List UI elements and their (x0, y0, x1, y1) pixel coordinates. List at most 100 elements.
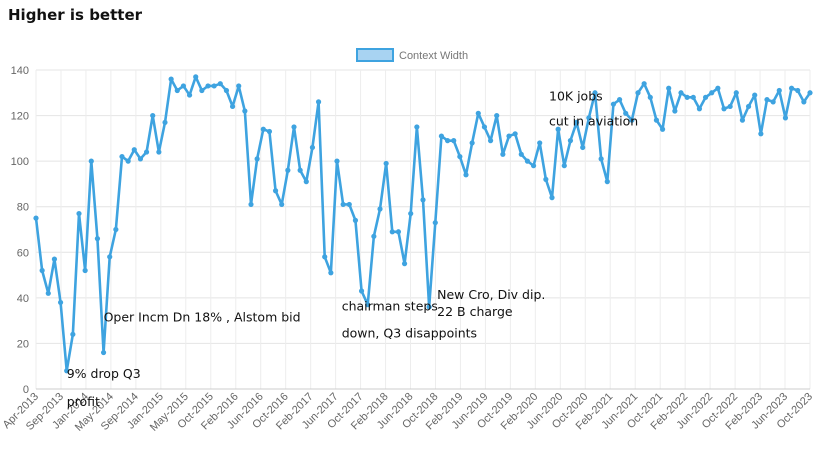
data-point (801, 99, 807, 105)
legend-label: Context Width (399, 50, 468, 62)
annotation-text: profit (67, 394, 100, 409)
data-point (567, 138, 574, 144)
data-point (438, 133, 445, 139)
data-point (647, 94, 653, 100)
annotation-text: New Cro, Div dip. (437, 287, 545, 302)
data-point (51, 256, 58, 262)
data-point (561, 163, 567, 169)
data-point (266, 128, 273, 135)
data-point (309, 144, 316, 151)
data-point (346, 201, 352, 208)
data-point (315, 99, 322, 105)
data-point (377, 206, 383, 212)
data-point (94, 236, 101, 242)
y-tick-label: 40 (17, 293, 29, 305)
data-point (457, 153, 463, 160)
data-point (199, 87, 205, 94)
data-point (39, 267, 45, 274)
data-point (616, 97, 623, 103)
data-point (57, 299, 64, 306)
data-point (788, 85, 795, 91)
y-tick-label: 100 (11, 156, 29, 168)
data-point (352, 217, 359, 223)
data-point (33, 215, 39, 221)
data-point (715, 85, 721, 91)
data-point (641, 81, 647, 87)
data-point (211, 83, 217, 89)
data-point (107, 254, 113, 260)
y-tick-label: 120 (11, 111, 29, 123)
data-point (420, 197, 426, 203)
data-point (807, 90, 813, 96)
data-point (113, 226, 119, 233)
data-point (782, 115, 789, 121)
y-tick-label: 140 (11, 65, 29, 77)
data-point (690, 94, 696, 100)
data-point (131, 147, 137, 153)
data-point (512, 131, 518, 137)
data-point (659, 126, 666, 132)
data-point (64, 368, 70, 374)
data-point (586, 115, 592, 121)
data-point (702, 94, 709, 100)
annotation-text: cut in aviation (549, 114, 638, 129)
data-point (82, 267, 88, 274)
data-point (322, 254, 328, 260)
data-point (125, 158, 131, 164)
data-point (180, 83, 187, 89)
data-point (739, 117, 746, 123)
data-point (635, 90, 641, 96)
data-point (592, 90, 598, 96)
data-point (285, 167, 291, 173)
data-point (297, 167, 303, 173)
data-point (229, 103, 236, 110)
data-point (193, 74, 199, 80)
data-point (721, 106, 727, 112)
data-point (150, 112, 156, 119)
data-point (770, 99, 776, 105)
data-point (696, 106, 703, 112)
data-point (408, 210, 414, 217)
data-point (414, 124, 420, 130)
annotation-text: chairman steps (342, 299, 438, 314)
data-point (143, 149, 150, 155)
data-point (70, 331, 76, 337)
data-point (745, 103, 752, 110)
page-title: Higher is better (8, 6, 143, 24)
data-point (426, 304, 432, 310)
data-point (469, 140, 475, 146)
data-point (666, 85, 672, 91)
data-point (303, 179, 309, 185)
annotation-text: 9% drop Q3 (67, 366, 141, 381)
data-point (684, 94, 690, 100)
data-point (487, 138, 494, 144)
data-point (162, 119, 168, 126)
data-point (795, 87, 801, 94)
data-point (401, 261, 408, 267)
data-point (254, 156, 260, 162)
data-point (223, 87, 230, 94)
data-point (432, 220, 438, 226)
data-point (524, 158, 531, 164)
x-axis: Apr-2013Sep-2013Jan-2014May-2014Sep-2014… (1, 391, 815, 434)
data-point (174, 87, 180, 94)
data-point (494, 112, 500, 119)
legend[interactable]: Context Width (356, 48, 468, 62)
data-point (475, 110, 481, 116)
data-point (764, 97, 770, 103)
annotation-text: down, Q3 disappoints (342, 326, 477, 341)
data-point (186, 92, 193, 98)
data-point (537, 140, 543, 146)
data-point (371, 233, 377, 239)
data-point (242, 108, 248, 114)
data-point (358, 288, 365, 294)
data-point (604, 179, 610, 185)
data-point (580, 144, 586, 151)
data-point (610, 101, 617, 107)
data-point (733, 90, 739, 96)
data-point (506, 133, 512, 139)
data-point (752, 92, 758, 98)
data-point (76, 210, 82, 217)
data-point (137, 156, 144, 162)
data-point (758, 131, 764, 137)
